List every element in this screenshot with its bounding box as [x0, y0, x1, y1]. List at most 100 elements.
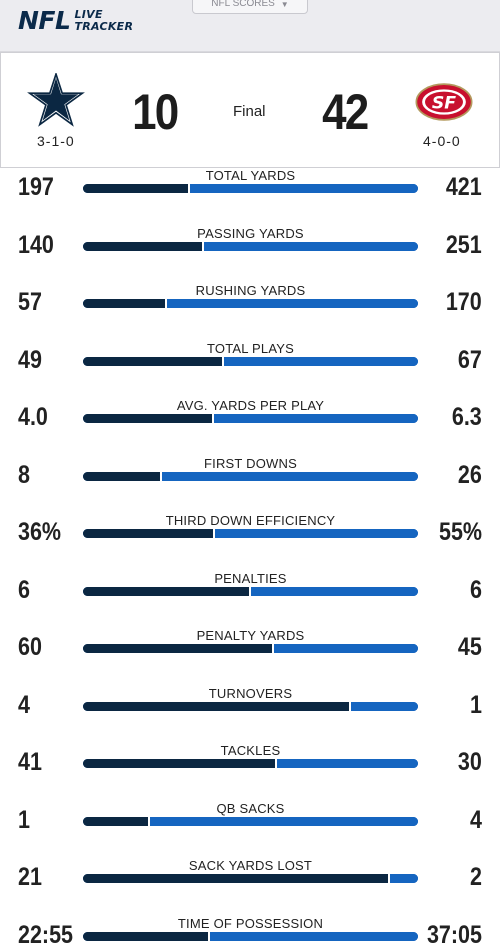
- stat-away-value: 41: [18, 748, 42, 776]
- stat-home-bar: [277, 759, 418, 768]
- stat-row: 4.0 AVG. YARDS PER PLAY 6.3: [0, 398, 500, 455]
- stat-home-value: 170: [446, 288, 482, 316]
- stat-away-bar: [83, 701, 351, 711]
- away-team-record: 3-1-0: [37, 133, 75, 149]
- app-header: NFL LIVE TRACKER NFL SCORES ▼: [0, 0, 500, 52]
- stat-home-bar: [210, 931, 418, 941]
- stat-home-value: 6.3: [452, 403, 482, 431]
- stat-label: FIRST DOWNS: [204, 455, 297, 471]
- stat-row: 22:55 TIME OF POSSESSION 37:05: [0, 916, 500, 950]
- stat-home-value: 1: [470, 690, 482, 719]
- stat-label: SACK YARDS LOST: [188, 858, 313, 873]
- stat-comparison-bar: [83, 759, 418, 768]
- chevron-down-icon: ▼: [280, 0, 289, 9]
- stat-away-bar: [83, 644, 274, 653]
- stat-row: 60 PENALTY YARDS 45: [0, 628, 500, 685]
- 49ers-logo[interactable]: SF: [415, 83, 473, 121]
- scores-dropdown-label: NFL SCORES: [211, 0, 275, 9]
- stat-home-bar: [389, 874, 418, 883]
- stat-away-bar: [83, 586, 251, 596]
- stat-comparison-bar: [83, 586, 418, 596]
- stat-away-value: 4: [18, 690, 30, 719]
- stat-home-value: 251: [446, 230, 482, 259]
- stat-away-bar: [83, 816, 150, 826]
- stat-home-value: 6: [470, 575, 482, 604]
- svg-text:SF: SF: [432, 93, 456, 113]
- stat-label: TACKLES: [220, 743, 281, 758]
- stat-away-bar: [83, 414, 214, 423]
- stat-row: 41 TACKLES 30: [0, 743, 500, 800]
- stat-home-value: 30: [458, 748, 482, 776]
- home-team-score: 42: [322, 84, 369, 140]
- stat-away-value: 6: [18, 575, 30, 604]
- stat-comparison-bar: [83, 414, 418, 423]
- stat-comparison-bar: [83, 816, 418, 826]
- cowboys-star-icon[interactable]: [27, 73, 85, 129]
- stat-row: 8 FIRST DOWNS 26: [0, 456, 500, 513]
- stat-home-bar: [213, 414, 418, 423]
- stat-row: 57 RUSHING YARDS 170: [0, 283, 500, 340]
- stat-label: TIME OF POSSESSION: [177, 915, 324, 931]
- stat-away-bar: [83, 471, 162, 481]
- stat-away-value: 8: [18, 460, 30, 489]
- stat-comparison-bar: [83, 529, 418, 538]
- stat-label: PENALTIES: [214, 570, 287, 586]
- stat-label: TOTAL PLAYS: [207, 340, 294, 356]
- nfl-live-tracker-logo[interactable]: NFL LIVE TRACKER: [18, 6, 133, 35]
- stat-row: 21 SACK YARDS LOST 2: [0, 858, 500, 915]
- stat-comparison-bar: [83, 931, 418, 941]
- stat-home-value: 45: [458, 633, 482, 661]
- stat-away-value: 49: [18, 345, 42, 374]
- stat-home-value: 37:05: [427, 920, 482, 949]
- stat-home-value: 26: [458, 460, 482, 489]
- stat-row: 6 PENALTIES 6: [0, 571, 500, 628]
- brand-name: NFL: [18, 6, 71, 35]
- stat-label: TOTAL YARDS: [205, 168, 296, 183]
- stat-comparison-bar: [83, 701, 418, 711]
- stat-away-bar: [83, 931, 211, 941]
- stat-label: AVG. YARDS PER PLAY: [176, 398, 325, 413]
- stat-away-bar: [83, 299, 167, 308]
- game-scorecard: SF 3-1-0 4-0-0 10 Final 42: [0, 52, 500, 168]
- stat-comparison-bar: [83, 874, 418, 883]
- stat-away-value: 60: [18, 633, 42, 661]
- brand-sub-line-1: LIVE: [74, 7, 103, 21]
- stat-away-value: 140: [18, 230, 54, 259]
- stat-away-value: 57: [18, 288, 42, 316]
- stat-row: 49 TOTAL PLAYS 67: [0, 341, 500, 398]
- stat-away-bar: [83, 874, 390, 883]
- stat-home-bar: [150, 816, 418, 826]
- brand-sub-line-2: TRACKER: [74, 19, 134, 33]
- stat-comparison-bar: [83, 184, 418, 193]
- stat-comparison-bar: [83, 471, 418, 481]
- stat-label: QB SACKS: [216, 800, 285, 816]
- stat-home-bar: [215, 529, 418, 538]
- stat-label: PASSING YARDS: [197, 225, 304, 241]
- stat-comparison-bar: [83, 241, 418, 251]
- stat-row: 197 TOTAL YARDS 421: [0, 168, 500, 225]
- stat-away-value: 21: [18, 863, 42, 891]
- home-team-record: 4-0-0: [423, 133, 461, 149]
- stat-home-value: 55%: [438, 518, 482, 546]
- stat-away-value: 22:55: [18, 920, 73, 949]
- stat-away-bar: [83, 241, 204, 251]
- stat-home-bar: [223, 356, 418, 366]
- stat-home-bar: [250, 586, 418, 596]
- stat-comparison-bar: [83, 644, 418, 653]
- stat-home-bar: [161, 471, 418, 481]
- game-status: Final: [233, 103, 266, 120]
- stat-row: 36% THIRD DOWN EFFICIENCY 55%: [0, 513, 500, 570]
- stat-away-bar: [83, 184, 191, 193]
- stat-comparison-bar: [83, 299, 418, 308]
- stat-away-bar: [83, 759, 278, 768]
- stat-comparison-bar: [83, 356, 418, 366]
- stat-away-value: 4.0: [18, 403, 48, 431]
- stat-home-bar: [351, 701, 418, 711]
- stat-label: TURNOVERS: [208, 685, 293, 701]
- brand-subtitle: LIVE TRACKER: [74, 7, 134, 33]
- stat-label: PENALTY YARDS: [196, 628, 305, 643]
- away-team-score: 10: [132, 84, 179, 140]
- stat-home-value: 2: [470, 863, 482, 891]
- scores-dropdown[interactable]: NFL SCORES ▼: [192, 0, 308, 14]
- stat-home-bar: [203, 241, 418, 251]
